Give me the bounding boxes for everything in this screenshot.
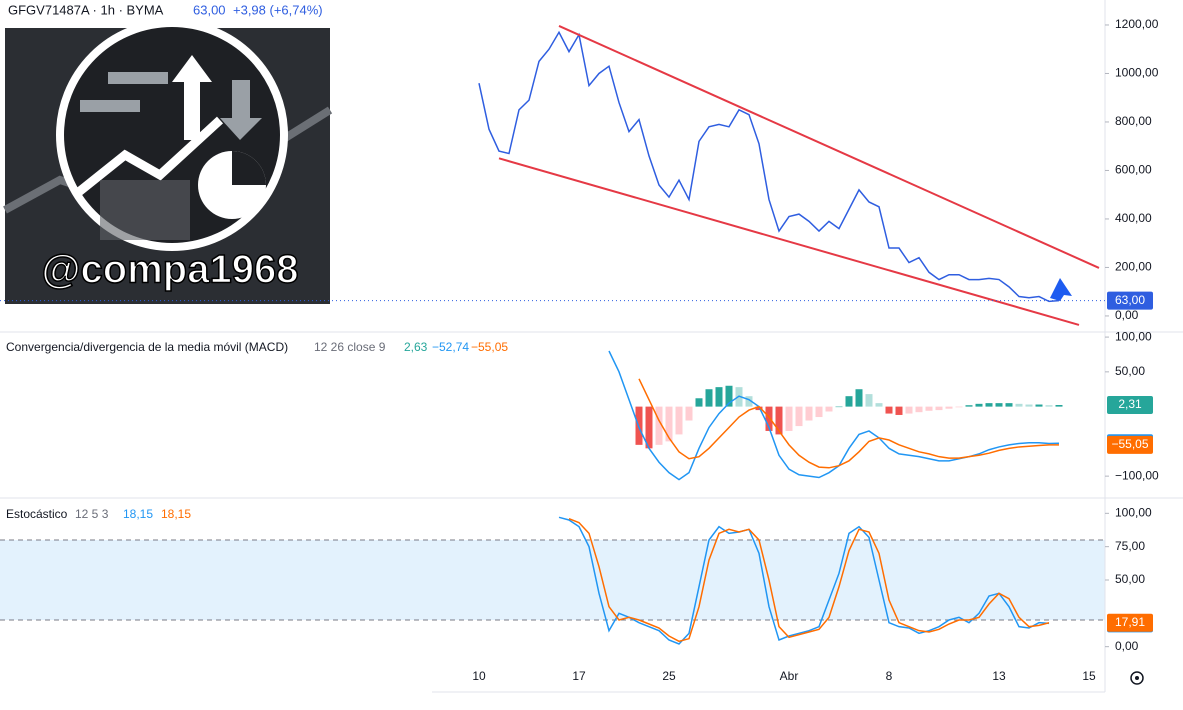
watermark-text: @compa1968 (42, 248, 299, 292)
stoch-legend-value: 18,15 (123, 507, 153, 521)
indicator-line (638, 378, 1060, 469)
y-tick-label: 50,00 (1115, 572, 1145, 586)
y-tick-label: 100,00 (1115, 506, 1152, 520)
y-tick-label: 75,00 (1115, 539, 1145, 553)
macd-params: 12 26 close 9 (314, 340, 386, 354)
stoch-params: 12 5 3 (75, 507, 109, 521)
histogram-bar (655, 406, 663, 445)
last-price: 63,00 (193, 2, 226, 17)
histogram-bar (755, 406, 763, 411)
histogram-bar (845, 396, 853, 407)
histogram-bar (665, 406, 673, 442)
last-value-label: 63,00 (1115, 293, 1145, 307)
y-tick-label: 100,00 (1115, 329, 1152, 343)
y-tick-label: 800,00 (1115, 114, 1152, 128)
last-value-box (1107, 613, 1153, 632)
watermark-logo: @compa1968 (3, 19, 333, 304)
macd-legend-value: −52,74 (432, 340, 469, 354)
histogram-bar (725, 385, 733, 407)
x-tick-label: 15 (1082, 669, 1096, 683)
x-tick-label: 10 (472, 669, 486, 683)
histogram-bar (875, 403, 883, 407)
y-tick-label: 0,00 (1115, 639, 1139, 653)
last-value-label: 2,31 (1118, 397, 1142, 411)
histogram-bar (685, 406, 693, 421)
histogram-bar (1015, 403, 1023, 407)
histogram-bar (1025, 404, 1033, 407)
macd-legend-value: 2,63 (404, 340, 428, 354)
histogram-bar (885, 406, 893, 414)
trendline (498, 157, 1080, 326)
x-tick-label: 25 (662, 669, 676, 683)
y-tick-label: 50,00 (1115, 364, 1145, 378)
stoch-legend-value: 18,15 (161, 507, 191, 521)
histogram-bar (975, 403, 983, 407)
settings-icon[interactable] (1130, 671, 1144, 685)
histogram-bar (695, 398, 703, 407)
histogram-bar (1055, 405, 1063, 407)
last-value-box (1107, 291, 1153, 310)
histogram-bar (945, 406, 953, 409)
x-tick-label: 17 (572, 669, 586, 683)
histogram-bar (675, 406, 683, 435)
last-value-box (1107, 435, 1153, 454)
macd-legend-value: −55,05 (471, 340, 508, 354)
histogram-bar (785, 406, 793, 431)
back-layer (0, 539, 1105, 621)
y-tick-label: 1000,00 (1115, 66, 1159, 80)
x-tick-label: Abr (780, 669, 799, 683)
indicator-line (568, 517, 1050, 643)
last-value-box (1107, 396, 1153, 415)
histogram-bar (1035, 404, 1043, 407)
histogram-bar (995, 403, 1003, 407)
y-tick-label: −100,00 (1115, 468, 1159, 482)
histogram-bar (965, 405, 973, 407)
histogram-bar (985, 403, 993, 407)
price-change: +3,98 (+6,74%) (233, 2, 323, 17)
trendline (558, 25, 1100, 269)
histogram-bar (835, 406, 843, 408)
histogram-bar (895, 406, 903, 415)
histogram-bar (955, 406, 963, 408)
macd-title: Convergencia/divergencia de la media móv… (6, 340, 288, 354)
histogram-bar (795, 406, 803, 427)
stoch-title: Estocástico (6, 507, 68, 521)
histogram-bar (645, 406, 653, 449)
histogram-bar (825, 406, 833, 412)
histogram-bar (745, 396, 753, 407)
histogram-bar (935, 406, 943, 411)
indicator-line (558, 516, 1050, 645)
histogram-bar (915, 406, 923, 413)
histogram-bar (775, 406, 783, 435)
y-tick-label: 1200,00 (1115, 17, 1159, 31)
histogram-bar (705, 389, 713, 407)
histogram-bar (715, 387, 723, 407)
settings-icon-center (1135, 676, 1139, 680)
indicator-line (608, 350, 1060, 481)
arrow-annotation (1050, 278, 1072, 301)
x-tick-label: 8 (886, 669, 893, 683)
y-tick-label: 0,00 (1115, 308, 1139, 322)
histogram-bar (925, 406, 933, 411)
y-tick-label: 600,00 (1115, 163, 1152, 177)
x-tick-label: 13 (992, 669, 1006, 683)
last-value-label: 17,91 (1115, 615, 1145, 629)
histogram-bar (815, 406, 823, 418)
symbol: GFGV71487A · 1h · BYMA (8, 2, 164, 17)
histogram-bar (905, 406, 913, 414)
histogram-bar (1005, 403, 1013, 407)
histogram-bar (865, 394, 873, 407)
y-tick-label: 400,00 (1115, 211, 1152, 225)
histogram-bar (855, 389, 863, 407)
band-fill (0, 540, 1105, 620)
price-line (478, 30, 1060, 303)
histogram-bar (765, 406, 773, 431)
histogram-bar (1045, 405, 1053, 407)
y-tick-label: 200,00 (1115, 260, 1152, 274)
last-value-label: −55,05 (1111, 437, 1148, 451)
histogram-bar (805, 406, 813, 421)
